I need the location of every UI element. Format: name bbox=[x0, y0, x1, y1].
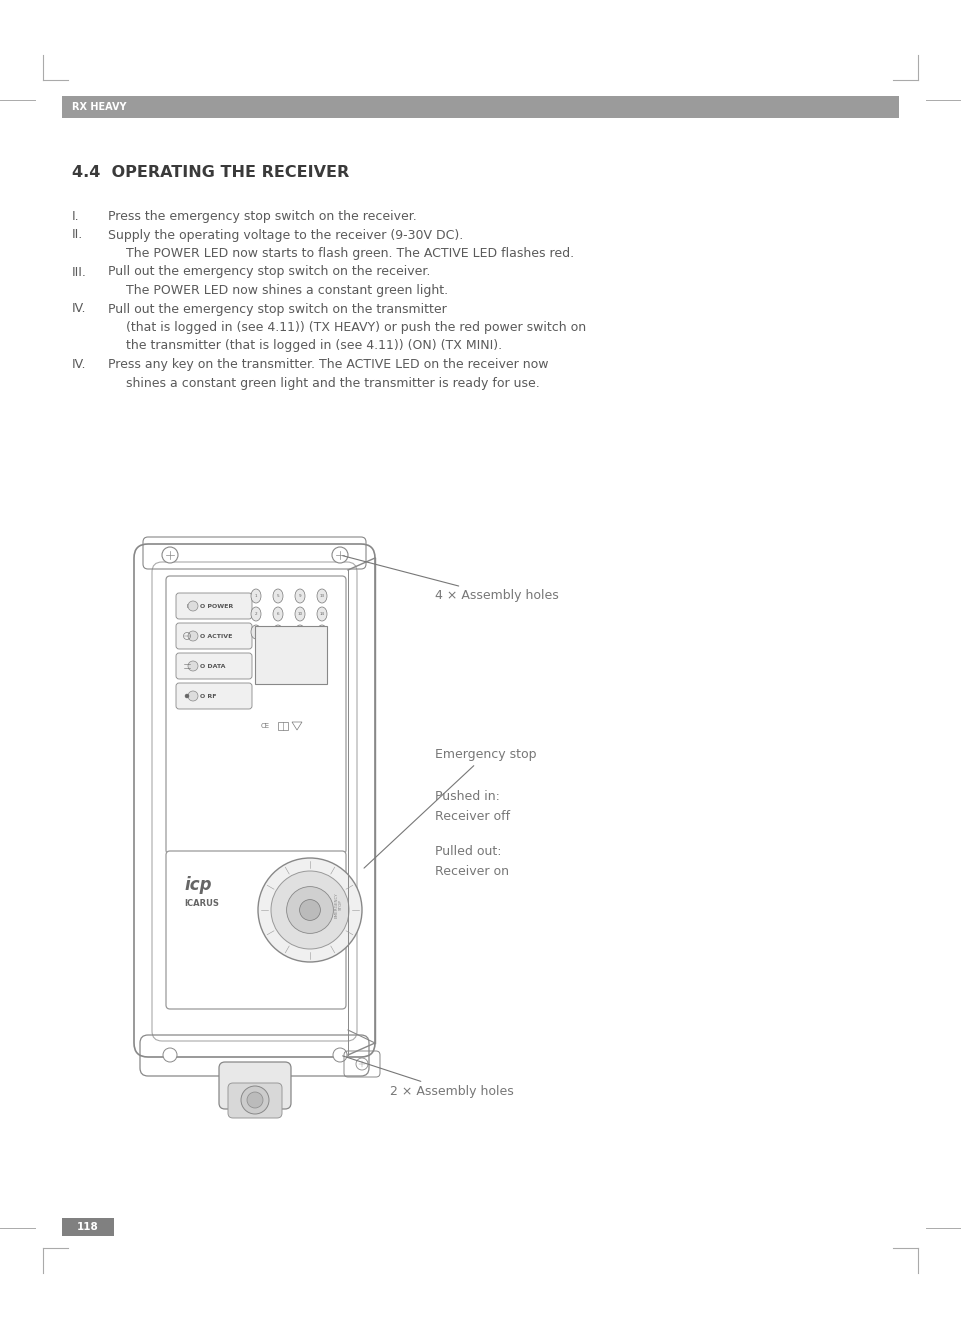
Text: 2 × Assembly holes: 2 × Assembly holes bbox=[343, 1056, 514, 1098]
Text: Pulled out:: Pulled out: bbox=[435, 845, 502, 858]
Text: CE: CE bbox=[261, 722, 270, 729]
Circle shape bbox=[286, 887, 333, 934]
Ellipse shape bbox=[251, 590, 261, 603]
Text: 2: 2 bbox=[255, 612, 258, 616]
Circle shape bbox=[185, 695, 189, 699]
Circle shape bbox=[300, 899, 320, 920]
FancyBboxPatch shape bbox=[176, 683, 252, 709]
Bar bbox=[62, 1218, 114, 1236]
Text: I: I bbox=[186, 603, 187, 608]
Text: shines a constant green light and the transmitter is ready for use.: shines a constant green light and the tr… bbox=[126, 377, 540, 389]
Text: Receiver on: Receiver on bbox=[435, 865, 509, 878]
Ellipse shape bbox=[317, 607, 327, 622]
Text: The POWER LED now starts to flash green. The ACTIVE LED flashes red.: The POWER LED now starts to flash green.… bbox=[126, 247, 574, 260]
Text: O DATA: O DATA bbox=[200, 664, 226, 668]
Text: O POWER: O POWER bbox=[200, 603, 234, 608]
Circle shape bbox=[163, 1048, 177, 1062]
Text: I.: I. bbox=[72, 210, 80, 223]
Text: EMERGENCY
STOP: EMERGENCY STOP bbox=[334, 892, 343, 918]
Circle shape bbox=[162, 547, 178, 563]
Text: 13: 13 bbox=[319, 594, 325, 598]
Ellipse shape bbox=[317, 590, 327, 603]
Text: Press the emergency stop switch on the receiver.: Press the emergency stop switch on the r… bbox=[108, 210, 417, 223]
Circle shape bbox=[332, 547, 348, 563]
Text: The POWER LED now shines a constant green light.: The POWER LED now shines a constant gree… bbox=[126, 284, 448, 297]
Circle shape bbox=[188, 661, 198, 671]
Text: RX HEAVY: RX HEAVY bbox=[72, 102, 127, 112]
Text: II.: II. bbox=[72, 228, 84, 242]
Text: 118: 118 bbox=[77, 1222, 99, 1232]
Bar bbox=[255, 625, 327, 684]
Circle shape bbox=[188, 631, 198, 641]
Circle shape bbox=[247, 1092, 263, 1108]
Text: 9: 9 bbox=[299, 594, 302, 598]
Text: O ACTIVE: O ACTIVE bbox=[200, 633, 233, 639]
Text: (that is logged in (see 4.11)) (TX HEAVY) or push the red power switch on: (that is logged in (see 4.11)) (TX HEAVY… bbox=[126, 321, 586, 335]
Text: icp: icp bbox=[184, 876, 211, 894]
FancyBboxPatch shape bbox=[176, 594, 252, 619]
Ellipse shape bbox=[273, 590, 283, 603]
Text: O RF: O RF bbox=[200, 693, 216, 699]
Text: III.: III. bbox=[72, 266, 86, 279]
Text: 6: 6 bbox=[277, 612, 280, 616]
FancyBboxPatch shape bbox=[166, 851, 346, 1009]
Circle shape bbox=[271, 871, 349, 950]
Text: 1: 1 bbox=[255, 594, 258, 598]
FancyBboxPatch shape bbox=[228, 1084, 282, 1118]
Circle shape bbox=[188, 602, 198, 611]
Text: 4 × Assembly holes: 4 × Assembly holes bbox=[343, 555, 558, 603]
Bar bbox=[62, 96, 899, 118]
Ellipse shape bbox=[273, 607, 283, 622]
Circle shape bbox=[241, 1086, 269, 1114]
Text: Receiver off: Receiver off bbox=[435, 810, 510, 823]
Ellipse shape bbox=[295, 590, 305, 603]
FancyBboxPatch shape bbox=[166, 576, 346, 854]
Circle shape bbox=[333, 1048, 347, 1062]
Ellipse shape bbox=[251, 607, 261, 622]
FancyBboxPatch shape bbox=[219, 1062, 291, 1109]
Text: the transmitter (that is logged in (see 4.11)) (ON) (TX MINI).: the transmitter (that is logged in (see … bbox=[126, 340, 503, 352]
Text: IV.: IV. bbox=[72, 359, 86, 371]
Circle shape bbox=[188, 691, 198, 701]
FancyBboxPatch shape bbox=[176, 623, 252, 649]
Text: ICARUS: ICARUS bbox=[184, 899, 219, 907]
Text: Press any key on the transmitter. The ACTIVE LED on the receiver now: Press any key on the transmitter. The AC… bbox=[108, 359, 549, 371]
Text: Emergency stop: Emergency stop bbox=[364, 748, 536, 869]
FancyBboxPatch shape bbox=[176, 653, 252, 679]
Ellipse shape bbox=[251, 625, 261, 639]
Text: Supply the operating voltage to the receiver (9-30V DC).: Supply the operating voltage to the rece… bbox=[108, 228, 463, 242]
Text: Pull out the emergency stop switch on the receiver.: Pull out the emergency stop switch on th… bbox=[108, 266, 431, 279]
Text: 10: 10 bbox=[298, 612, 303, 616]
Ellipse shape bbox=[273, 625, 283, 639]
Text: 14: 14 bbox=[319, 612, 325, 616]
Circle shape bbox=[258, 858, 362, 961]
Ellipse shape bbox=[317, 625, 327, 639]
Text: Pull out the emergency stop switch on the transmitter: Pull out the emergency stop switch on th… bbox=[108, 303, 447, 316]
Text: IV.: IV. bbox=[72, 303, 86, 316]
Ellipse shape bbox=[295, 625, 305, 639]
Circle shape bbox=[356, 1058, 368, 1070]
Bar bbox=[278, 722, 288, 730]
Text: Pushed in:: Pushed in: bbox=[435, 790, 500, 803]
Text: 5: 5 bbox=[277, 594, 280, 598]
Text: 4.4  OPERATING THE RECEIVER: 4.4 OPERATING THE RECEIVER bbox=[72, 165, 349, 181]
Ellipse shape bbox=[295, 607, 305, 622]
